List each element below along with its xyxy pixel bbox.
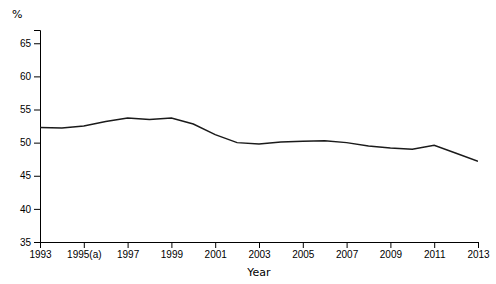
y-tick-mark (34, 43, 40, 44)
y-axis: 35 40 45 50 55 60 65 (20, 31, 41, 248)
x-tick: 2001 (205, 242, 228, 260)
y-tick-mark (34, 110, 40, 111)
y-tick-mark (34, 209, 40, 210)
series-group (40, 118, 478, 161)
line (40, 118, 478, 161)
x-tick-mark (215, 242, 216, 248)
y-tick: 55 (20, 104, 40, 115)
x-tick-mark (434, 242, 435, 248)
chart-container: 1993 1995(a) 1997 1999 2001 2003 2005 2007 2009 2… (0, 0, 496, 284)
x-tick: 1995(a) (67, 242, 101, 260)
y-tick-label: 50 (20, 137, 32, 148)
x-tick: 2011 (424, 242, 446, 260)
y-axis-title: % (12, 8, 22, 21)
x-tick: 1997 (117, 242, 140, 260)
x-tick-mark (171, 242, 172, 248)
x-tick-mark (128, 242, 129, 248)
x-tick-mark (259, 242, 260, 248)
y-tick-mark (34, 176, 40, 177)
y-tick-mark (34, 143, 40, 144)
x-tick-label: 1995(a) (67, 249, 101, 260)
y-tick-mark (34, 76, 40, 77)
plot-area: 1993 1995(a) 1997 1999 2001 2003 2005 2007 2009 2… (12, 8, 490, 279)
y-axis-line (34, 31, 41, 243)
x-axis-title: Year (246, 266, 271, 279)
y-tick-mark (34, 242, 40, 243)
x-tick: 1993 (29, 242, 52, 260)
chart: 1993 1995(a) 1997 1999 2001 2003 2005 2007 2009 2… (0, 0, 496, 284)
x-axis: 1993 1995(a) 1997 1999 2001 2003 2005 2007 2009 2… (29, 242, 490, 260)
x-tick-mark (84, 242, 85, 248)
x-tick-label: 1997 (117, 249, 140, 260)
y-tick: 45 (20, 170, 40, 181)
y-tick: 40 (20, 204, 40, 215)
y-tick-label: 60 (20, 71, 32, 82)
x-tick: 1999 (161, 242, 184, 260)
x-tick-label: 2011 (424, 249, 446, 260)
y-tick: 35 (20, 237, 40, 248)
x-tick-label: 2001 (205, 249, 228, 260)
x-tick-label: 2007 (336, 249, 359, 260)
x-tick: 2013 (467, 242, 490, 260)
x-tick-mark (390, 242, 391, 248)
x-tick-label: 2009 (380, 249, 403, 260)
y-tick-label: 45 (20, 170, 32, 181)
x-tick-mark (347, 242, 348, 248)
y-tick: 60 (20, 71, 40, 82)
x-tick: 2007 (336, 242, 359, 260)
x-tick-label: 1999 (161, 249, 184, 260)
y-tick-label: 35 (20, 237, 32, 248)
x-tick-mark (478, 242, 479, 248)
x-tick-label: 2003 (248, 249, 271, 260)
x-tick: 2003 (248, 242, 271, 260)
x-tick-mark (303, 242, 304, 248)
x-tick: 2005 (292, 242, 315, 260)
y-tick-label: 55 (20, 104, 32, 115)
x-tick: 2009 (380, 242, 403, 260)
x-tick-label: 2005 (292, 249, 315, 260)
y-tick-label: 65 (20, 38, 32, 49)
y-tick-label: 40 (20, 204, 32, 215)
x-tick-label: 1993 (29, 249, 52, 260)
y-tick: 50 (20, 137, 40, 148)
x-tick-label: 2013 (467, 249, 490, 260)
x-axis-line (41, 243, 479, 249)
y-tick: 65 (20, 38, 40, 49)
